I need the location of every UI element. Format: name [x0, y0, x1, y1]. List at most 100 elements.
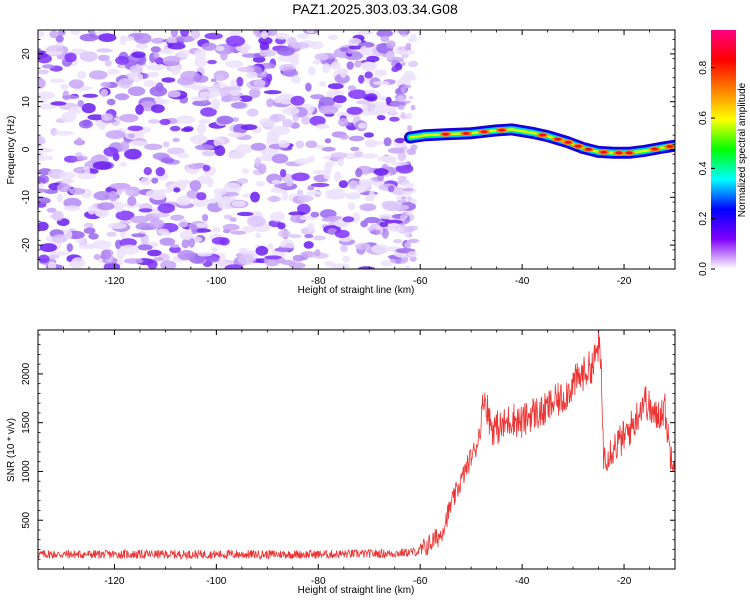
noise-blob [213, 188, 227, 196]
noise-blob [352, 212, 361, 223]
noise-blob [97, 202, 115, 211]
spectrogram-x-tick-label: -60 [413, 276, 428, 287]
noise-blob [347, 202, 356, 211]
noise-blob [119, 140, 130, 152]
noise-blob [400, 33, 408, 37]
noise-blob [214, 145, 226, 157]
noise-blob [83, 166, 91, 176]
noise-blob [194, 49, 207, 60]
noise-blob [407, 125, 413, 132]
noise-blob [76, 155, 88, 161]
noise-blob [269, 113, 286, 122]
noise-blob [223, 182, 242, 194]
snr-frame [37, 329, 676, 570]
noise-blob [230, 102, 247, 109]
noise-blob [297, 189, 304, 195]
noise-blob [387, 147, 406, 154]
noise-blob [360, 153, 379, 159]
noise-blob [98, 54, 110, 62]
noise-blob [371, 244, 389, 254]
noise-blob [55, 34, 64, 43]
snr-y-tick-label: 2000 [21, 362, 32, 385]
noise-blob [347, 85, 356, 91]
noise-blob [333, 95, 347, 104]
noise-blob [56, 183, 71, 193]
noise-blob [199, 91, 213, 97]
noise-blob [38, 196, 51, 205]
noise-blob [264, 255, 282, 260]
noise-blob [62, 95, 79, 100]
noise-blob [231, 117, 239, 122]
snr-x-tick-label: -60 [413, 576, 428, 587]
noise-blob [236, 211, 254, 217]
noise-blob [282, 119, 294, 128]
noise-blob [153, 257, 164, 262]
noise-blob [161, 77, 176, 83]
noise-blob [131, 51, 146, 58]
noise-blob [147, 249, 162, 257]
noise-blob [309, 115, 326, 126]
spectrogram-x-tick-label: -120 [104, 276, 124, 287]
noise-blob [255, 232, 262, 239]
noise-blob [194, 144, 215, 151]
noise-blob [380, 259, 393, 267]
snr-panel: -120 -100 -80 -60 -40 -20 500 1000 1500 2000 Hei… [6, 329, 676, 596]
noise-blob [99, 122, 106, 131]
noise-blob [38, 77, 46, 89]
noise-blobs [38, 30, 420, 269]
noise-blob [286, 180, 294, 187]
noise-blob [148, 119, 161, 124]
noise-blob [403, 100, 411, 104]
noise-blob [170, 243, 180, 248]
noise-blob [93, 191, 113, 201]
noise-blob [408, 95, 414, 100]
noise-blob [371, 106, 385, 115]
noise-blob [82, 93, 99, 98]
noise-blob [310, 211, 320, 218]
noise-blob [40, 96, 47, 104]
noise-blob [350, 146, 360, 152]
noise-blob [347, 37, 362, 45]
noise-blob [100, 249, 112, 260]
noise-blob [249, 87, 261, 99]
noise-blob [128, 140, 149, 146]
noise-blob [383, 156, 396, 164]
noise-blob [268, 30, 278, 36]
noise-blob [408, 238, 420, 243]
noise-blob [131, 233, 146, 238]
track-hotspot-core [574, 144, 582, 148]
snr-x-tick-label: -40 [515, 576, 530, 587]
noise-blob [194, 56, 208, 68]
noise-blob [325, 194, 345, 200]
noise-blob [259, 49, 277, 57]
noise-blob [147, 259, 158, 269]
noise-blob [202, 214, 209, 222]
noise-blob [402, 211, 407, 217]
noise-blob [290, 75, 302, 84]
noise-blob [291, 42, 310, 49]
noise-blob [127, 196, 137, 207]
noise-blob [383, 137, 392, 147]
noise-blob [370, 229, 381, 235]
noise-blob [307, 222, 315, 232]
noise-blob [312, 60, 322, 65]
noise-blob [154, 97, 164, 103]
noise-blob [365, 93, 378, 102]
noise-blob [267, 195, 282, 202]
noise-blob [263, 90, 282, 95]
noise-blob [322, 63, 331, 73]
track-hotspot-core [615, 151, 623, 155]
noise-blob [77, 100, 84, 108]
noise-blob [207, 59, 217, 65]
noise-blob [206, 177, 214, 188]
snr-y-ticks: 500 1000 1500 2000 [21, 334, 675, 560]
noise-blob [79, 51, 98, 62]
noise-blob [274, 247, 294, 252]
noise-blob [237, 254, 255, 265]
noise-blob [66, 243, 74, 252]
colorbar-tick-label: 0.8 [698, 60, 709, 74]
colorbar-tick-label: 0.0 [698, 262, 709, 276]
noise-blob [405, 265, 411, 269]
noise-blob [68, 79, 85, 89]
noise-blob [355, 168, 363, 178]
